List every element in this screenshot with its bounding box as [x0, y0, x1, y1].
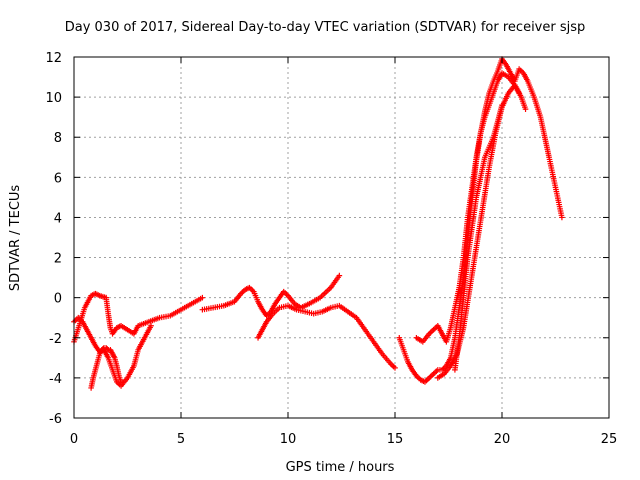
data-point — [104, 346, 110, 352]
axis-ticks: 0 5 10 15 20 25 -6 -4 -2 0 2 4 6 8 10 12 — [45, 51, 617, 447]
y-tick-label: 10 — [45, 91, 62, 106]
data-point — [118, 379, 124, 385]
series-trace-h — [413, 70, 522, 345]
y-tick-label: 12 — [45, 51, 62, 66]
y-axis-label: SDTVAR / TECUs — [8, 185, 23, 292]
y-tick-label: -6 — [49, 412, 62, 427]
x-tick-label: 10 — [280, 432, 297, 447]
y-tick-label: -4 — [49, 372, 62, 387]
data-point — [336, 272, 343, 279]
y-tick-label: 6 — [54, 171, 62, 186]
y-tick-label: 4 — [54, 211, 62, 226]
x-tick-label: 5 — [177, 432, 185, 447]
series-trace-b — [103, 294, 206, 337]
chart-title: Day 030 of 2017, Sidereal Day-to-day VTE… — [65, 20, 586, 35]
y-tick-label: 0 — [54, 292, 62, 307]
x-tick-label: 20 — [494, 432, 511, 447]
x-tick-label: 0 — [70, 432, 78, 447]
x-tick-label: 15 — [387, 432, 404, 447]
plot-frame — [73, 56, 610, 419]
data-points — [71, 56, 565, 391]
data-point — [148, 322, 154, 329]
grid-lines — [74, 57, 609, 418]
x-tick-label: 25 — [601, 432, 618, 447]
y-tick-label: 2 — [54, 252, 62, 267]
series-trace-j — [452, 102, 505, 373]
series-trace-d — [88, 345, 124, 391]
data-point — [499, 102, 505, 108]
y-tick-label: 8 — [54, 131, 62, 146]
series-trace-e — [199, 272, 343, 319]
data-point — [522, 106, 529, 112]
data-point — [559, 214, 565, 221]
data-point — [199, 294, 206, 301]
x-axis-label: GPS time / hours — [286, 460, 395, 475]
series-trace-f — [255, 302, 398, 371]
data-point — [392, 365, 398, 371]
y-tick-label: -2 — [49, 332, 62, 347]
